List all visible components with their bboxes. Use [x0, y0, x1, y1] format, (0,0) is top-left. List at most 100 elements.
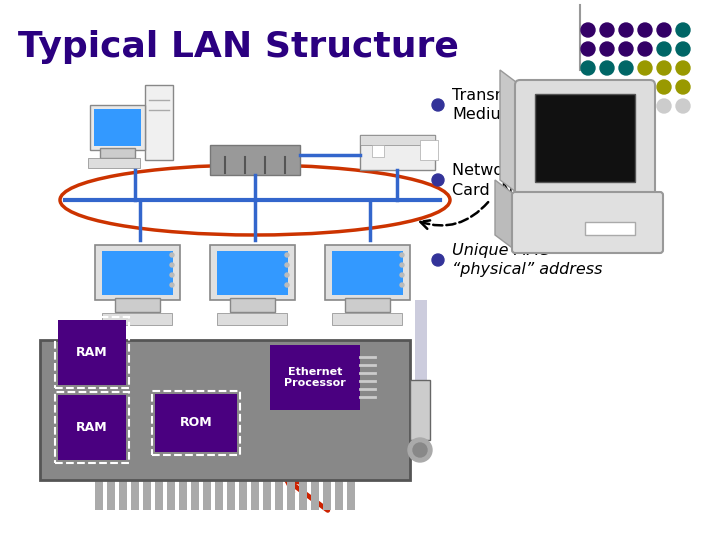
- Bar: [347, 480, 355, 510]
- Circle shape: [400, 253, 404, 257]
- Bar: [325, 245, 410, 300]
- Circle shape: [285, 273, 289, 277]
- Bar: [95, 245, 180, 300]
- Circle shape: [638, 42, 652, 56]
- Circle shape: [432, 254, 444, 266]
- Bar: [55, 392, 129, 463]
- Circle shape: [676, 23, 690, 37]
- Bar: [107, 480, 115, 510]
- Circle shape: [170, 273, 174, 277]
- Bar: [311, 480, 319, 510]
- Bar: [332, 251, 403, 295]
- Circle shape: [657, 42, 671, 56]
- Bar: [58, 320, 126, 385]
- Circle shape: [638, 61, 652, 75]
- Circle shape: [638, 23, 652, 37]
- Circle shape: [676, 80, 690, 94]
- Bar: [345, 298, 390, 312]
- Circle shape: [400, 273, 404, 277]
- Circle shape: [170, 263, 174, 267]
- Circle shape: [657, 99, 671, 113]
- Text: Unique MAC
“physical” address: Unique MAC “physical” address: [452, 242, 603, 278]
- Bar: [58, 395, 126, 460]
- Circle shape: [619, 80, 633, 94]
- Circle shape: [600, 61, 614, 75]
- Circle shape: [285, 263, 289, 267]
- Bar: [335, 480, 343, 510]
- Bar: [210, 145, 300, 175]
- Bar: [55, 317, 129, 388]
- Circle shape: [638, 99, 652, 113]
- Bar: [230, 298, 275, 312]
- Bar: [155, 480, 163, 510]
- Bar: [145, 85, 173, 160]
- Text: Typical LAN Structure: Typical LAN Structure: [18, 30, 459, 64]
- Circle shape: [619, 42, 633, 56]
- Circle shape: [432, 174, 444, 186]
- Bar: [143, 480, 151, 510]
- Bar: [420, 140, 438, 160]
- Bar: [332, 313, 402, 325]
- Circle shape: [600, 99, 614, 113]
- Bar: [270, 345, 360, 410]
- Text: RAM: RAM: [76, 346, 108, 359]
- Circle shape: [413, 443, 427, 457]
- Polygon shape: [500, 70, 520, 195]
- Bar: [415, 300, 427, 420]
- Text: ROM: ROM: [180, 416, 212, 429]
- Circle shape: [432, 99, 444, 111]
- Bar: [360, 135, 435, 145]
- Bar: [585, 222, 635, 235]
- Circle shape: [676, 99, 690, 113]
- Circle shape: [400, 283, 404, 287]
- Circle shape: [581, 23, 595, 37]
- FancyBboxPatch shape: [512, 192, 663, 253]
- Bar: [372, 145, 384, 157]
- Text: Network Interface
Card (NIC): Network Interface Card (NIC): [452, 163, 596, 198]
- Bar: [535, 94, 635, 182]
- Circle shape: [285, 253, 289, 257]
- Circle shape: [619, 61, 633, 75]
- Bar: [100, 148, 135, 158]
- Bar: [179, 480, 187, 510]
- Bar: [115, 298, 160, 312]
- Circle shape: [400, 263, 404, 267]
- Circle shape: [619, 23, 633, 37]
- Circle shape: [676, 61, 690, 75]
- Bar: [102, 251, 173, 295]
- Polygon shape: [495, 180, 515, 250]
- Bar: [40, 340, 410, 480]
- Bar: [203, 480, 211, 510]
- Circle shape: [170, 253, 174, 257]
- Circle shape: [600, 42, 614, 56]
- Bar: [251, 480, 259, 510]
- Circle shape: [676, 42, 690, 56]
- Circle shape: [581, 99, 595, 113]
- Bar: [94, 109, 141, 146]
- Bar: [299, 480, 307, 510]
- Bar: [227, 480, 235, 510]
- Bar: [155, 394, 237, 452]
- Bar: [210, 245, 295, 300]
- FancyBboxPatch shape: [515, 80, 655, 200]
- Circle shape: [657, 80, 671, 94]
- Bar: [191, 480, 199, 510]
- Bar: [217, 313, 287, 325]
- Bar: [263, 480, 271, 510]
- Text: Ethernet
Processor: Ethernet Processor: [284, 367, 346, 388]
- Circle shape: [408, 438, 432, 462]
- Bar: [90, 105, 145, 150]
- Bar: [119, 480, 127, 510]
- Bar: [152, 391, 240, 455]
- Bar: [102, 313, 172, 325]
- Circle shape: [657, 61, 671, 75]
- Bar: [360, 135, 435, 170]
- Bar: [410, 380, 430, 440]
- Circle shape: [619, 99, 633, 113]
- Bar: [239, 480, 247, 510]
- Bar: [215, 480, 223, 510]
- Bar: [275, 480, 283, 510]
- Circle shape: [581, 61, 595, 75]
- Text: Transmission
Medium: Transmission Medium: [452, 87, 556, 123]
- Bar: [88, 158, 140, 168]
